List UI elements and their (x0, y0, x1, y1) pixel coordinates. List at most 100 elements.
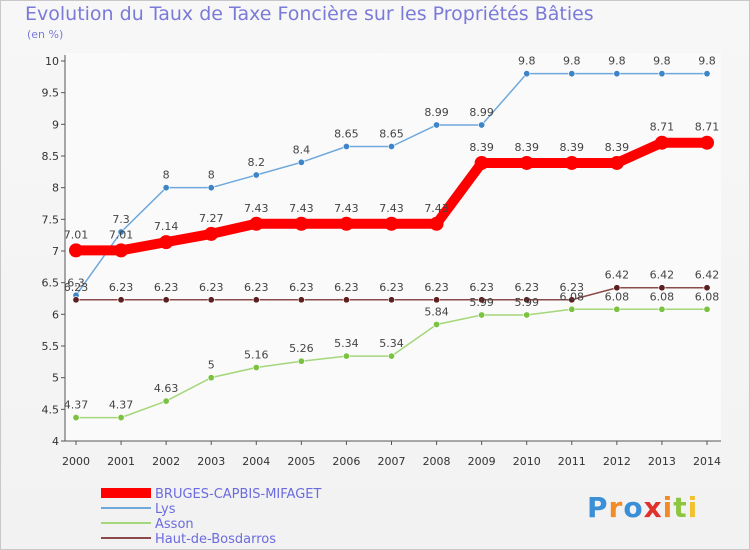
data-label: 8.39 (514, 141, 539, 154)
data-point (703, 305, 711, 313)
logo-letter: P (587, 491, 609, 524)
chart-subtitle: (en %) (27, 28, 64, 41)
data-label: 6.42 (695, 269, 720, 282)
data-point (252, 296, 260, 304)
y-tick-label: 5.5 (42, 340, 60, 353)
data-label: 8.2 (248, 156, 266, 169)
y-tick-label: 9 (52, 118, 59, 131)
data-label: 5.99 (469, 296, 494, 309)
x-tick-label: 2013 (648, 455, 676, 468)
x-tick-label: 2008 (423, 455, 451, 468)
x-tick-label: 2011 (558, 455, 586, 468)
data-label: 6.23 (109, 281, 134, 294)
data-label: 6.08 (560, 290, 585, 303)
data-label: 9.8 (608, 55, 626, 68)
data-point (658, 305, 666, 313)
data-point (72, 414, 80, 422)
data-label: 9.8 (698, 55, 716, 68)
data-point (523, 70, 531, 78)
data-label: 8.39 (560, 141, 585, 154)
x-tick-label: 2012 (603, 455, 631, 468)
x-tick-label: 2002 (152, 455, 180, 468)
data-label: 9.8 (653, 55, 671, 68)
data-point (294, 216, 309, 231)
data-label: 7.01 (64, 228, 89, 241)
data-label: 6.23 (334, 281, 359, 294)
data-label: 9.8 (518, 55, 536, 68)
data-point (564, 155, 579, 170)
logo-letter: r (608, 491, 624, 524)
data-point (387, 143, 395, 151)
data-label: 6.23 (379, 281, 404, 294)
y-tick-label: 7 (52, 245, 59, 258)
data-label: 6.23 (469, 281, 494, 294)
data-label: 8.71 (695, 121, 720, 134)
data-point (207, 184, 215, 192)
y-tick-label: 8.5 (42, 150, 60, 163)
data-point (613, 284, 621, 292)
data-label: 5 (208, 359, 215, 372)
data-point (384, 216, 399, 231)
data-point (69, 243, 83, 258)
logo-letter: i (662, 491, 674, 524)
data-label: 8.99 (424, 106, 449, 119)
data-point (568, 70, 576, 78)
data-point (297, 158, 305, 166)
data-label: 6.3 (67, 276, 85, 289)
logo-letter: o (623, 491, 644, 524)
data-point (204, 226, 219, 241)
plot-area (65, 53, 721, 441)
data-point (519, 155, 534, 170)
data-label: 6.23 (154, 281, 179, 294)
x-tick-label: 2006 (332, 455, 360, 468)
y-tick-label: 6 (52, 308, 59, 321)
data-label: 5.99 (514, 296, 539, 309)
data-point (658, 70, 666, 78)
data-point (297, 357, 305, 365)
data-point (523, 296, 531, 304)
y-tick-label: 6.5 (42, 277, 60, 290)
logo-letter: x (643, 491, 663, 524)
x-tick-label: 2005 (287, 455, 315, 468)
data-label: 8.99 (469, 106, 494, 119)
data-point (207, 374, 215, 382)
data-point (568, 296, 576, 304)
data-label: 6.08 (650, 290, 675, 303)
data-point (117, 228, 125, 236)
x-tick-label: 2007 (378, 455, 406, 468)
data-point (342, 143, 350, 151)
data-label: 6.23 (199, 281, 224, 294)
proxiti-logo: Proxiti (587, 491, 698, 524)
data-label: 5.26 (289, 342, 314, 355)
data-label: 8.4 (293, 143, 311, 156)
data-label: 6.42 (650, 269, 675, 282)
data-point (117, 296, 125, 304)
data-label: 7.43 (289, 202, 314, 215)
data-label: 8.65 (379, 128, 404, 141)
data-label: 7.27 (199, 212, 224, 225)
data-point (433, 296, 441, 304)
data-point (297, 296, 305, 304)
data-label: 8.39 (605, 141, 630, 154)
x-tick-label: 2010 (513, 455, 541, 468)
data-point (568, 305, 576, 313)
data-label: 6.23 (289, 281, 314, 294)
data-label: 8 (163, 169, 170, 182)
data-point (387, 296, 395, 304)
data-label: 7.43 (244, 202, 269, 215)
data-label: 8.71 (650, 121, 675, 134)
data-point (252, 364, 260, 372)
data-point (342, 296, 350, 304)
data-point (117, 414, 125, 422)
legend-label: Asson (155, 517, 194, 532)
data-point (433, 121, 441, 129)
data-label: 7.43 (424, 202, 449, 215)
data-label: 7.43 (334, 202, 359, 215)
data-point (613, 305, 621, 313)
data-point (159, 235, 174, 250)
y-tick-label: 4 (52, 435, 59, 448)
data-point (114, 243, 129, 258)
data-label: 4.37 (64, 399, 89, 412)
data-label: 7.14 (154, 220, 179, 233)
data-label: 6.08 (695, 290, 720, 303)
